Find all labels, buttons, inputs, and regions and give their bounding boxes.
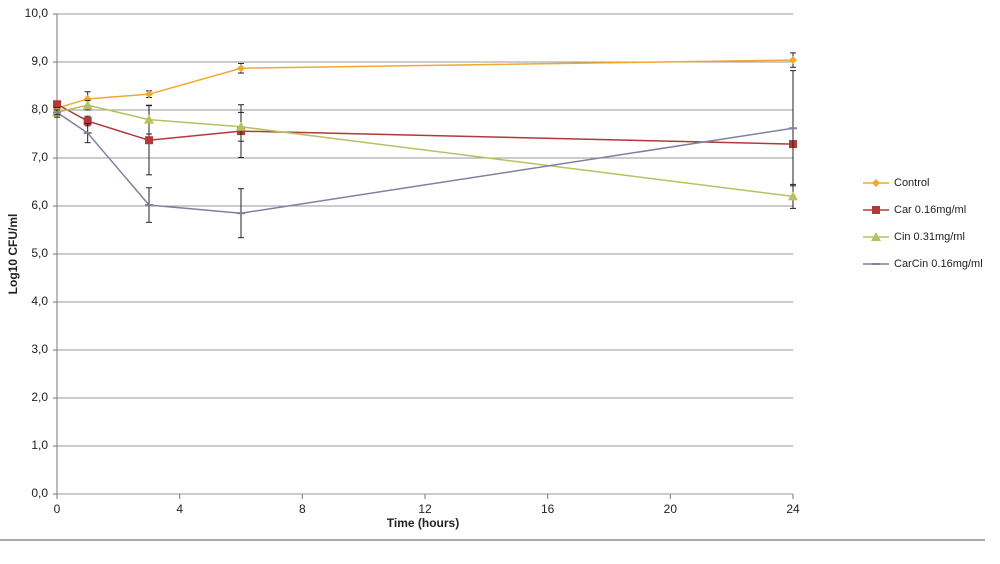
- marker: [237, 64, 245, 73]
- y-tick-label: 8,0: [31, 102, 48, 116]
- marker: [789, 127, 797, 130]
- marker: [83, 117, 92, 126]
- series-line: [56, 111, 794, 214]
- x-tick-label: 4: [176, 502, 183, 516]
- x-tick-label: 24: [786, 502, 800, 516]
- y-tick-label: 3,0: [31, 342, 48, 356]
- y-axis-title: Log10 CFU/ml: [6, 214, 20, 295]
- marker: [237, 212, 245, 215]
- x-tick-label: 20: [664, 502, 678, 516]
- y-tick-label: 6,0: [31, 198, 48, 212]
- marker: [144, 114, 154, 124]
- y-tick-label: 5,0: [31, 246, 48, 260]
- y-tick-label: 1,0: [31, 438, 48, 452]
- marker: [83, 132, 92, 135]
- marker: [145, 136, 153, 145]
- x-tick-label: 16: [541, 502, 555, 516]
- y-tick-label: 2,0: [31, 390, 48, 404]
- marker: [872, 206, 880, 214]
- marker: [789, 56, 797, 65]
- y-tick-label: 4,0: [31, 294, 48, 308]
- marker: [82, 100, 93, 110]
- marker: [83, 94, 92, 103]
- marker: [53, 111, 61, 114]
- legend-label: Cin 0.31mg/ml: [894, 231, 965, 243]
- marker: [145, 204, 153, 207]
- marker: [788, 191, 798, 201]
- marker: [53, 100, 61, 109]
- marker: [871, 232, 881, 241]
- legend-label: Control: [894, 177, 929, 189]
- x-tick-label: 8: [299, 502, 306, 516]
- y-tick-label: 9,0: [31, 54, 48, 68]
- x-axis-title: Time (hours): [387, 516, 459, 530]
- marker: [145, 90, 153, 99]
- y-tick-label: 10,0: [25, 6, 49, 20]
- y-tick-label: 0,0: [31, 486, 48, 500]
- series-line: [56, 59, 794, 109]
- marker: [872, 179, 880, 187]
- series-line: [56, 104, 794, 198]
- y-tick-label: 7,0: [31, 150, 48, 164]
- legend-label: CarCin 0.16mg/ml: [894, 258, 983, 270]
- marker: [236, 121, 246, 131]
- legend-label: Car 0.16mg/ml: [894, 204, 966, 216]
- x-tick-label: 0: [54, 502, 61, 516]
- x-tick-label: 12: [418, 502, 432, 516]
- marker: [872, 263, 880, 265]
